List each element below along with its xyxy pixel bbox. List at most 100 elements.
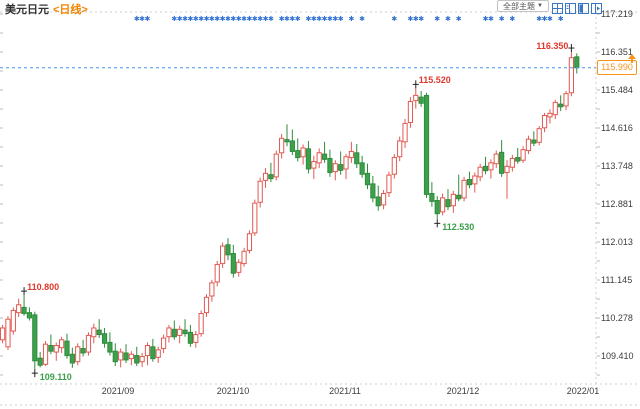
event-marker[interactable]: ✱: [295, 15, 301, 23]
candle: [338, 164, 344, 171]
candle: [48, 344, 54, 352]
event-marker[interactable]: ✱: [311, 15, 317, 23]
candle: [563, 93, 569, 107]
event-marker[interactable]: ✱: [418, 15, 424, 23]
event-marker[interactable]: ✱: [338, 15, 344, 23]
candle: [300, 147, 306, 158]
candle: [461, 179, 467, 199]
price-annotation: 112.530: [442, 222, 475, 233]
current-price-badge: 115.990: [597, 59, 637, 75]
event-marker[interactable]: ✱: [263, 15, 269, 23]
event-marker[interactable]: ✱: [220, 15, 226, 23]
event-marker[interactable]: ✱: [391, 15, 397, 23]
event-marker[interactable]: ✱: [139, 15, 145, 23]
candle: [552, 101, 558, 116]
event-marker[interactable]: ✱: [209, 15, 215, 23]
candle: [284, 139, 290, 143]
event-marker[interactable]: ✱: [332, 15, 338, 23]
candle: [96, 329, 102, 336]
event-marker[interactable]: ✱: [483, 15, 489, 23]
event-marker[interactable]: ✱: [316, 15, 322, 23]
y-axis-label: 110.278: [601, 312, 633, 323]
event-marker[interactable]: ✱: [145, 15, 151, 23]
event-marker[interactable]: ✱: [230, 15, 236, 23]
event-marker[interactable]: ✱: [542, 15, 548, 23]
y-axis-label: 112.013: [601, 236, 633, 247]
candle: [236, 261, 242, 273]
event-marker[interactable]: ✱: [348, 15, 354, 23]
candle: [139, 355, 145, 363]
event-marker[interactable]: ✱: [257, 15, 263, 23]
event-marker[interactable]: ✱: [236, 15, 242, 23]
latest-price-arrow-icon: [627, 51, 637, 69]
event-marker[interactable]: ✱: [182, 15, 188, 23]
candle: [101, 333, 108, 344]
event-marker[interactable]: ✱: [359, 15, 365, 23]
theme-dropdown[interactable]: 全部主题 ▼: [497, 0, 549, 12]
candle: [32, 314, 38, 362]
event-marker[interactable]: ✱: [407, 15, 413, 23]
event-marker[interactable]: ✱: [241, 15, 247, 23]
event-marker[interactable]: ✱: [434, 15, 440, 23]
event-marker[interactable]: ✱: [246, 15, 252, 23]
event-marker[interactable]: ✱: [488, 15, 494, 23]
chart-header: 美元日元 <日线> 全部主题 ▼: [0, 0, 640, 16]
candle: [402, 122, 408, 143]
candle: [504, 165, 510, 173]
event-marker[interactable]: ✱: [445, 15, 451, 23]
candle: [273, 153, 279, 178]
candle: [203, 296, 210, 314]
event-marker[interactable]: ✱: [268, 15, 274, 23]
event-marker[interactable]: ✱: [204, 15, 210, 23]
event-marker[interactable]: ✱: [322, 15, 328, 23]
candle: [568, 57, 574, 94]
candle: [225, 244, 231, 256]
event-marker[interactable]: ✱: [279, 15, 285, 23]
candle: [386, 174, 392, 194]
event-marker[interactable]: ✱: [214, 15, 220, 23]
event-marker[interactable]: ✱: [225, 15, 231, 23]
candle: [445, 199, 451, 208]
event-marker[interactable]: ✱: [509, 15, 515, 23]
event-marker[interactable]: ✱: [547, 15, 553, 23]
event-marker[interactable]: ✱: [193, 15, 199, 23]
event-marker[interactable]: ✱: [284, 15, 290, 23]
event-marker[interactable]: ✱: [198, 15, 204, 23]
candle: [166, 327, 172, 338]
candle: [144, 344, 151, 357]
candle: [198, 313, 204, 335]
event-marker[interactable]: ✱: [327, 15, 333, 23]
candle: [75, 346, 81, 363]
candle: [42, 343, 49, 365]
event-marker[interactable]: ✱: [177, 15, 183, 23]
candle: [429, 193, 435, 202]
candle: [472, 175, 478, 185]
layout-vertical-split-icon[interactable]: [565, 1, 576, 14]
x-axis-label: 2022/01: [566, 386, 600, 396]
candle: [268, 174, 274, 180]
price-annotation: 109.110: [39, 372, 72, 383]
event-marker[interactable]: ✱: [171, 15, 177, 23]
event-marker[interactable]: ✱: [499, 15, 505, 23]
candle: [16, 304, 22, 314]
candle: [407, 101, 414, 124]
event-marker[interactable]: ✱: [252, 15, 258, 23]
candle: [343, 156, 349, 170]
event-marker[interactable]: ✱: [306, 15, 312, 23]
event-marker[interactable]: ✱: [187, 15, 193, 23]
candle: [37, 357, 43, 366]
layout-quad-split-icon[interactable]: [552, 1, 563, 14]
candle: [541, 115, 548, 129]
event-marker[interactable]: ✱: [456, 15, 462, 23]
event-marker[interactable]: ✱: [289, 15, 295, 23]
event-marker[interactable]: ✱: [413, 15, 419, 23]
layout-expand-pane-icon[interactable]: [591, 1, 602, 14]
y-axis-label: 113.748: [601, 160, 633, 171]
event-marker[interactable]: ✱: [536, 15, 542, 23]
event-marker[interactable]: ✱: [134, 15, 140, 23]
candle: [434, 200, 440, 215]
candle: [397, 140, 403, 158]
layout-left-pane-filled-icon[interactable]: [578, 1, 589, 14]
candle: [520, 149, 526, 161]
event-marker[interactable]: ✱: [558, 15, 564, 23]
